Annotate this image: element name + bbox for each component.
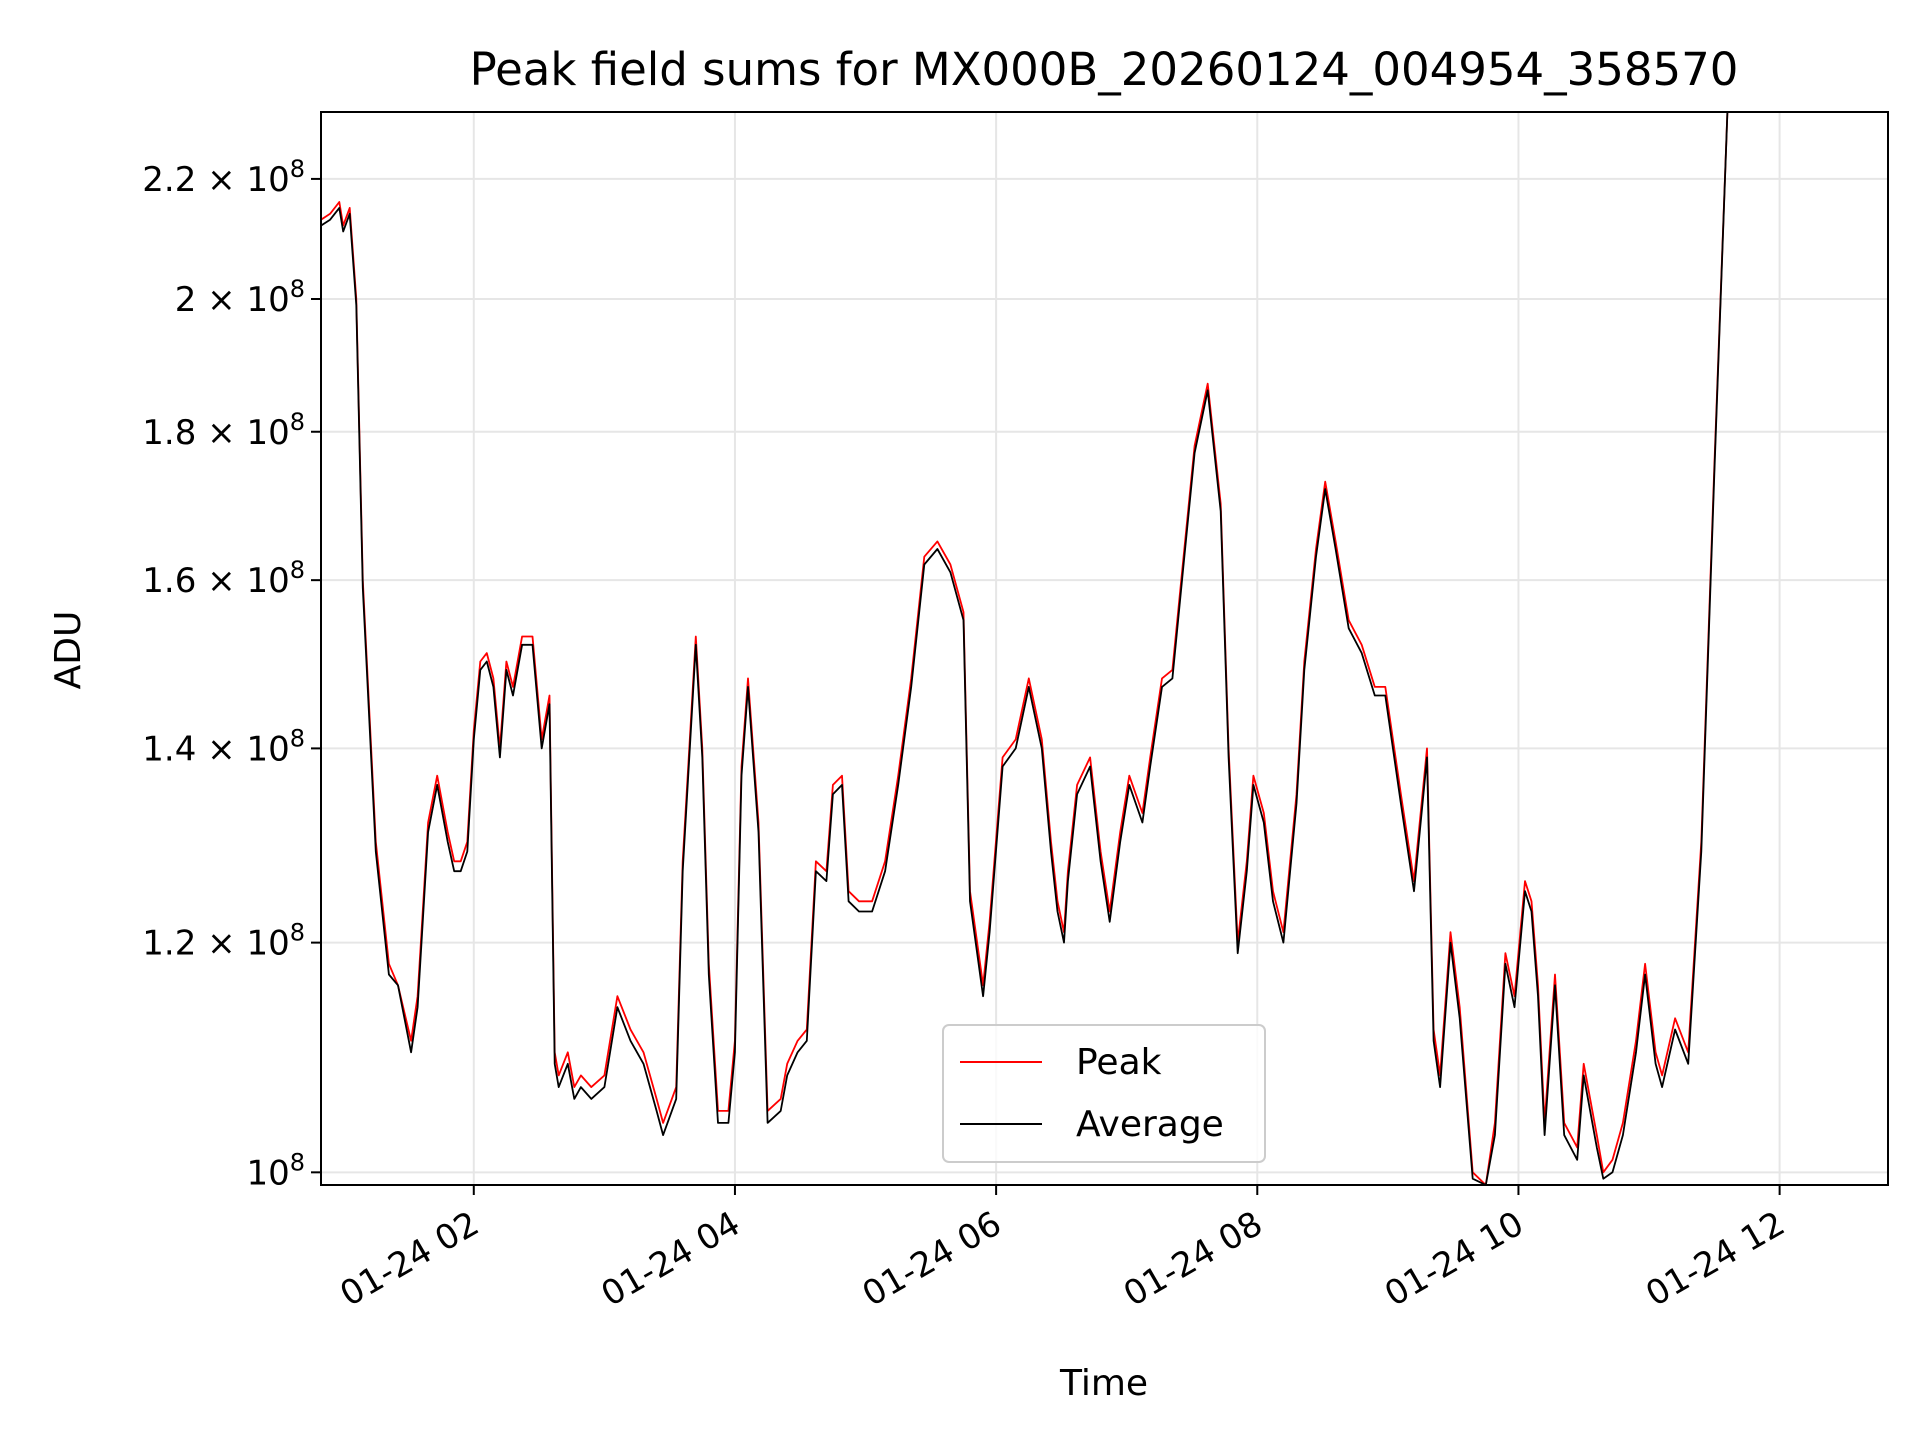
y-tick-label: 1.4 × 108 (142, 724, 305, 769)
plot-frame (320, 111, 1889, 1186)
x-tick-label: 01-24 06 (856, 1204, 1008, 1315)
grid-layer (321, 112, 1888, 1185)
y-tick-label: 1.8 × 108 (142, 408, 305, 453)
y-axis-label: ADU (48, 611, 89, 690)
series-line-average (321, 112, 1729, 1185)
x-tick-label: 01-24 08 (1117, 1204, 1269, 1315)
x-tick-label: 01-24 04 (595, 1204, 747, 1315)
chart-title: Peak field sums for MX000B_20260124_0049… (470, 43, 1739, 96)
legend-label-peak: Peak (1076, 1042, 1162, 1083)
series-line-peak (321, 112, 1729, 1185)
x-tick-label: 01-24 12 (1639, 1204, 1791, 1315)
y-tick-label: 1.2 × 108 (142, 919, 305, 964)
legend-label-average: Average (1076, 1104, 1224, 1145)
y-tick-label: 108 (246, 1148, 305, 1193)
x-tick-label: 01-24 10 (1378, 1204, 1530, 1315)
y-tick-label: 1.6 × 108 (142, 556, 305, 601)
series-layer (321, 112, 1729, 1185)
legend: Peak Average (942, 1024, 1266, 1163)
x-tick-label: 01-24 02 (333, 1204, 485, 1315)
y-tick-label: 2.2 × 108 (142, 155, 305, 200)
y-tick-label: 2 × 108 (175, 275, 305, 320)
legend-box (942, 1024, 1266, 1163)
x-axis-label: Time (1059, 1363, 1148, 1404)
